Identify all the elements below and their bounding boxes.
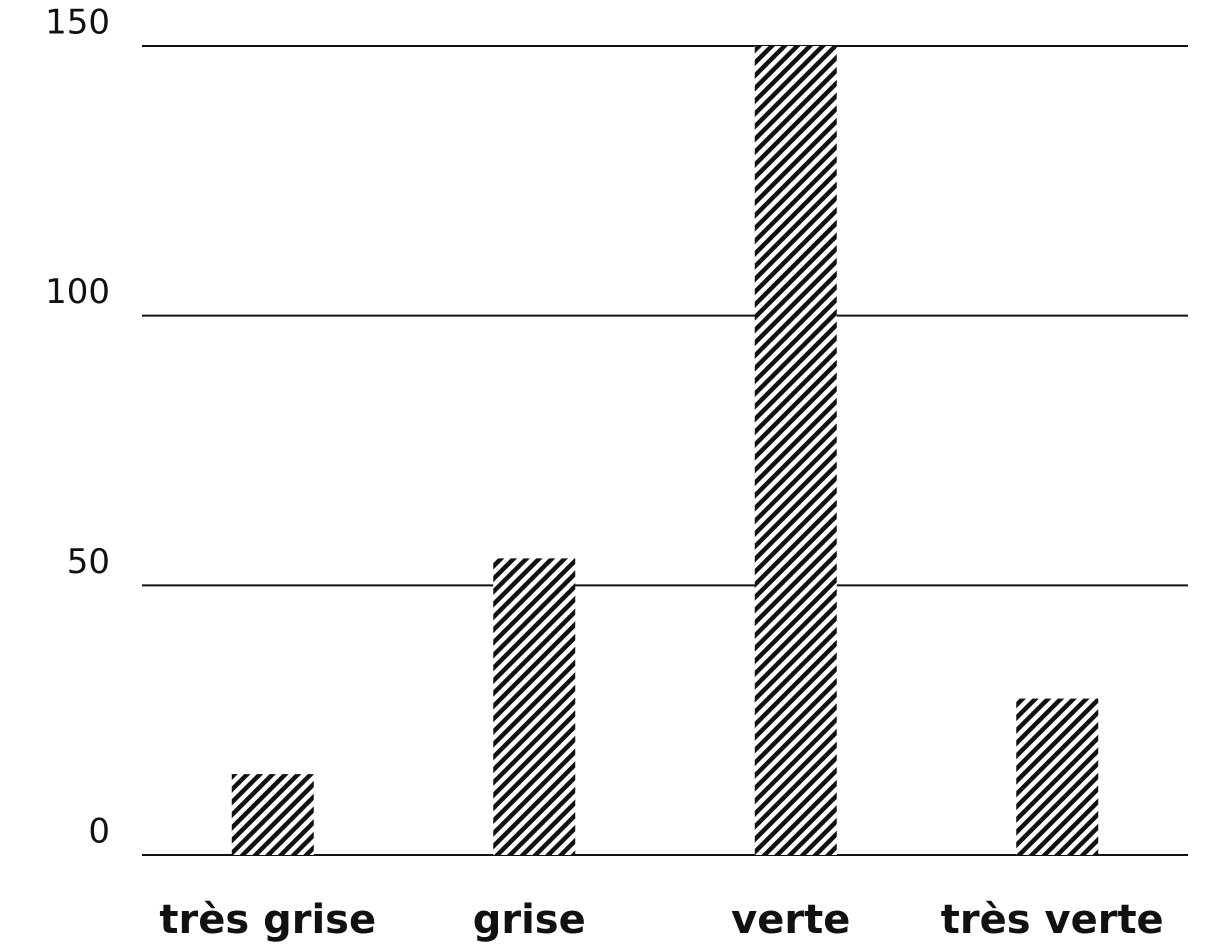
- bar: [754, 46, 837, 855]
- y-tick-label: 150: [45, 3, 110, 43]
- bar: [493, 558, 576, 855]
- x-tick-label: verte: [731, 897, 850, 943]
- x-tick-label: grise: [473, 897, 586, 943]
- y-tick-label: 50: [67, 542, 110, 582]
- y-tick-label: 0: [88, 812, 110, 852]
- bar: [231, 774, 314, 855]
- x-tick-label: très grise: [159, 897, 376, 943]
- bar: [1016, 698, 1099, 855]
- y-tick-label: 100: [45, 272, 110, 312]
- x-tick-label: très verte: [941, 897, 1164, 943]
